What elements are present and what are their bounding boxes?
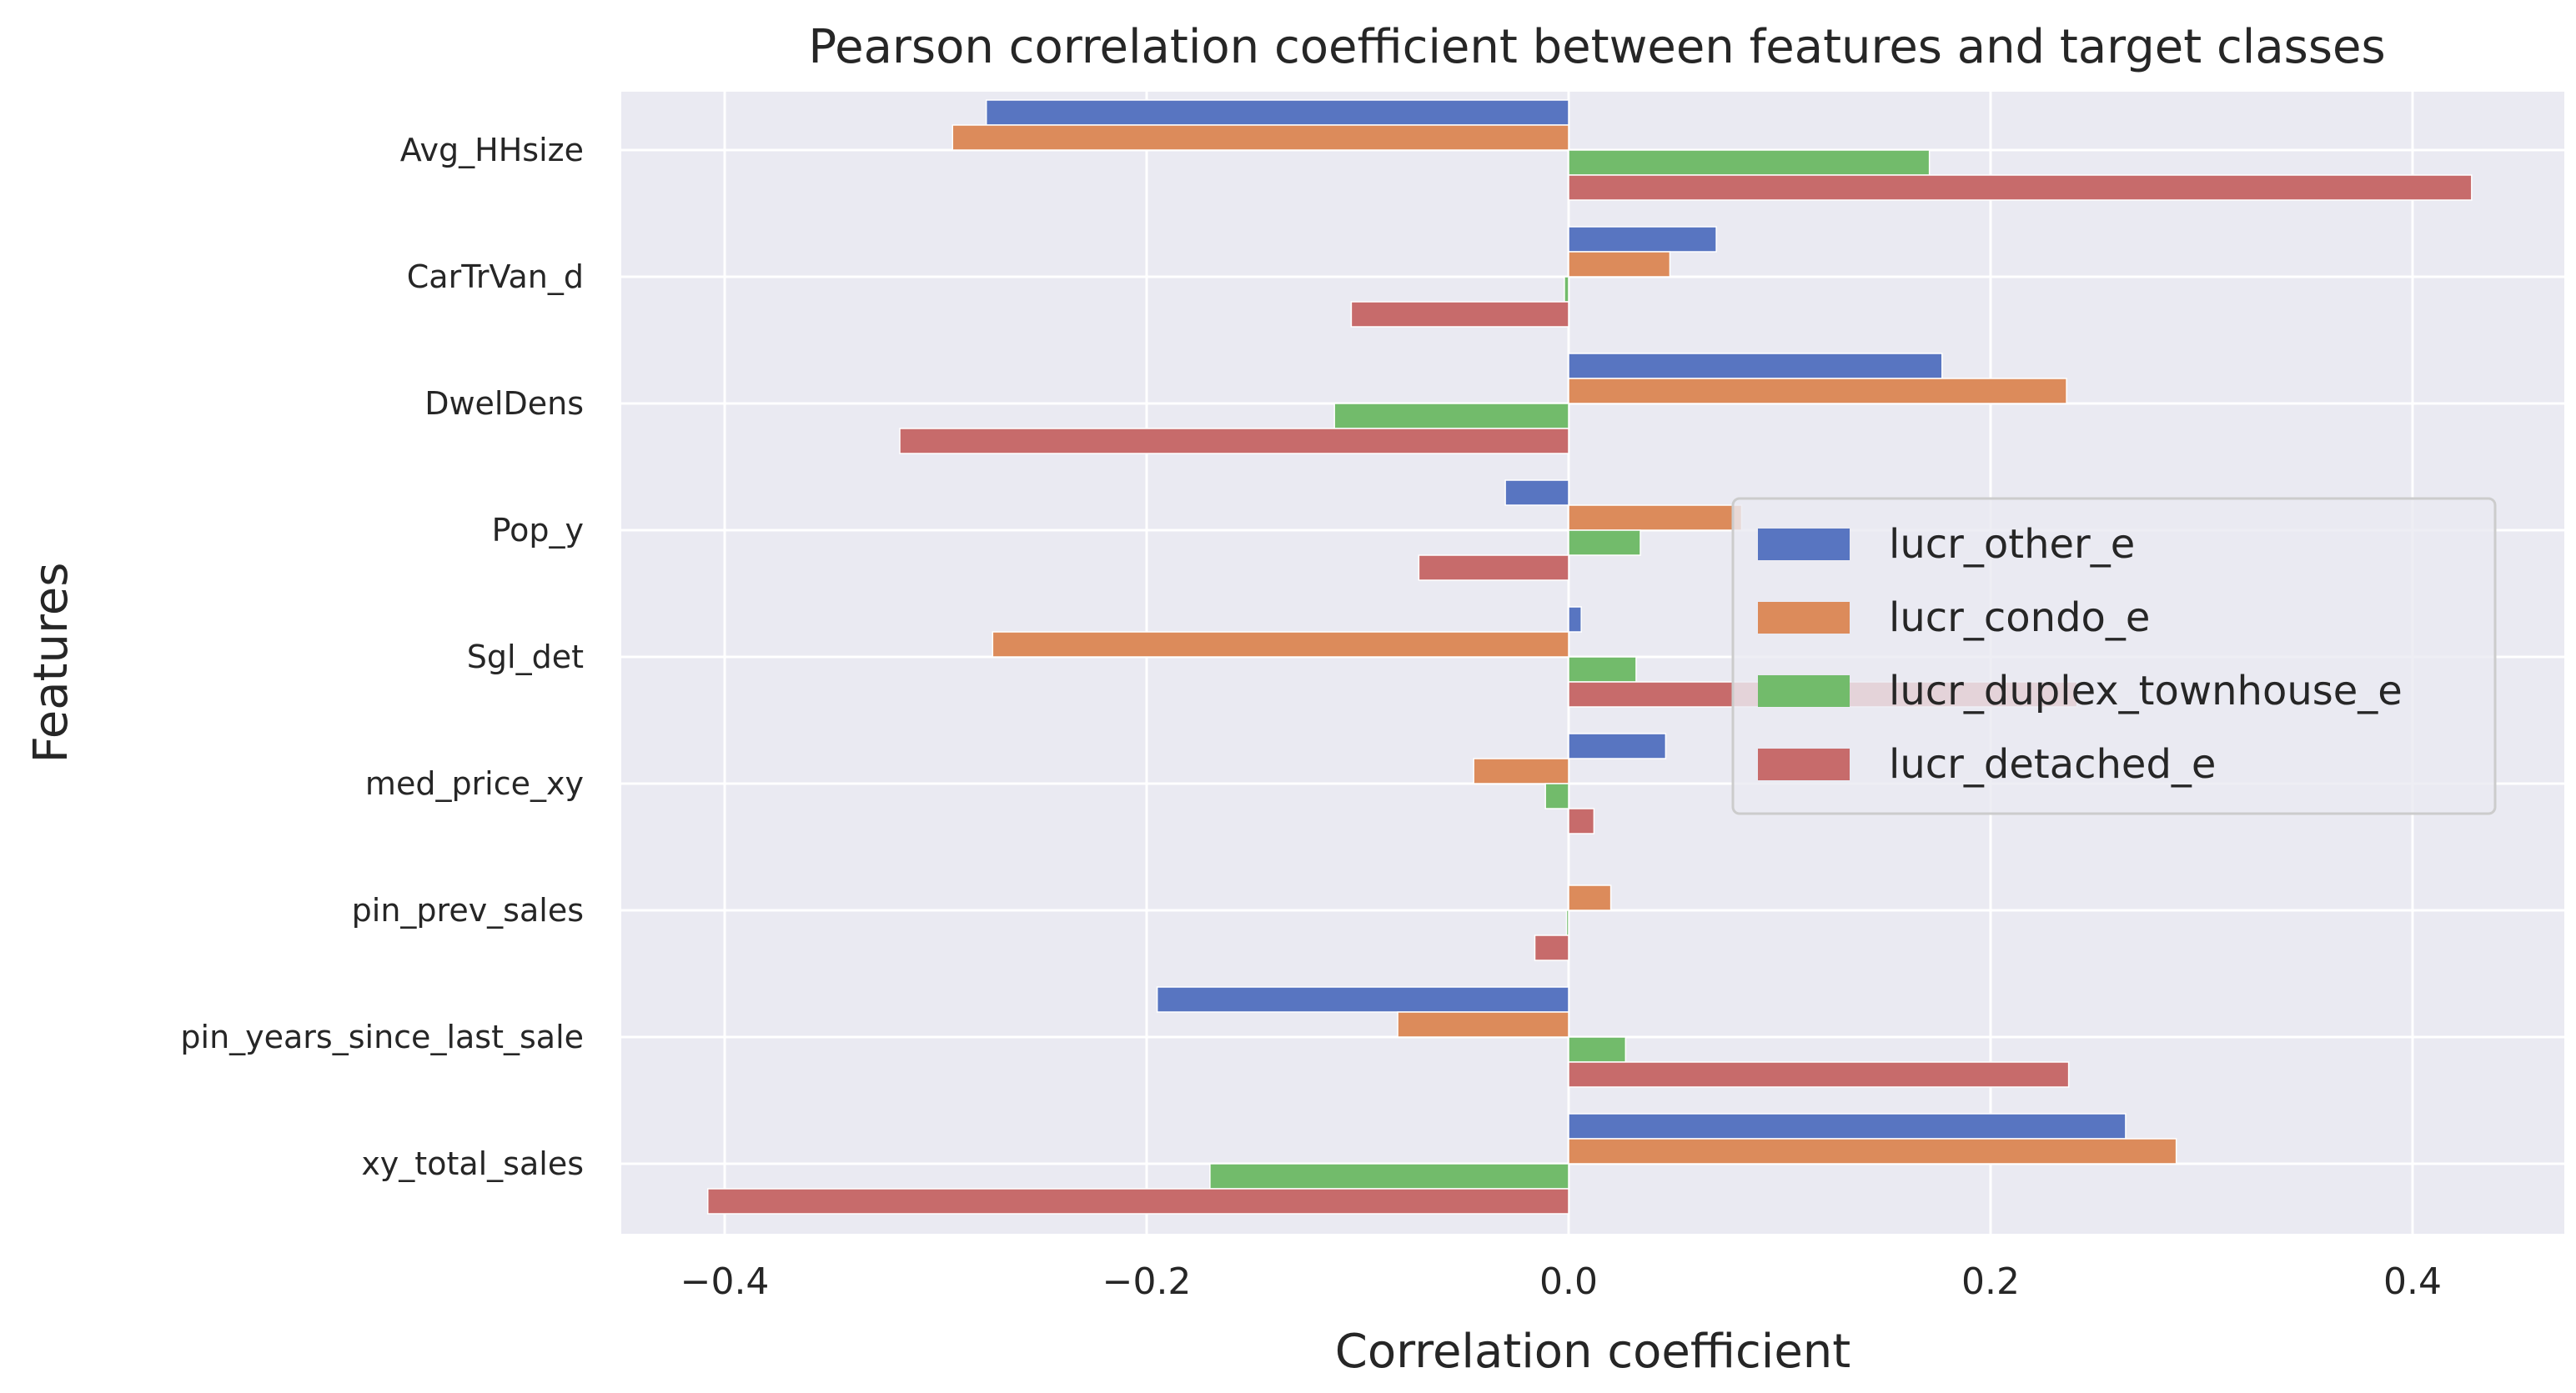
bar-lucr-detached-e-cartrvan-d bbox=[1350, 301, 1569, 328]
bar-lucr-other-e-med-price-xy bbox=[1568, 733, 1667, 759]
legend-swatch-lucr-duplex-townhouse-e bbox=[1758, 675, 1850, 707]
bar-lucr-condo-e-med-price-xy bbox=[1473, 758, 1569, 784]
y-tick-label: med_price_xy bbox=[365, 765, 584, 802]
bar-lucr-other-e-avg-hhsize bbox=[985, 99, 1569, 126]
bar-lucr-detached-e-dweldens bbox=[899, 428, 1569, 454]
bar-lucr-duplex-townhouse-e-med-price-xy bbox=[1544, 783, 1569, 809]
bar-lucr-detached-e-xy-total-sales bbox=[707, 1188, 1569, 1215]
x-tick-label: 0.2 bbox=[1961, 1260, 2020, 1303]
y-tick-label: pin_prev_sales bbox=[352, 892, 584, 929]
y-tick-label: Pop_y bbox=[492, 512, 584, 549]
bar-lucr-condo-e-sgl-det bbox=[992, 631, 1569, 658]
bar-lucr-other-e-cartrvan-d bbox=[1568, 226, 1717, 253]
y-tick-labels: Avg_HHsize CarTrVan_d DwelDens Pop_y Sgl_det… bbox=[180, 132, 584, 1182]
x-tick-label: 0.4 bbox=[2383, 1260, 2442, 1303]
bar-lucr-other-e-dweldens bbox=[1568, 353, 1943, 379]
bar-lucr-other-e-xy-total-sales bbox=[1568, 1113, 2127, 1140]
bar-lucr-duplex-townhouse-e-pin-years-since-last-sale bbox=[1568, 1036, 1627, 1063]
legend-label-lucr-detached-e: lucr_detached_e bbox=[1889, 741, 2216, 788]
y-tick-label: xy_total_sales bbox=[361, 1145, 584, 1182]
bar-lucr-condo-e-pin-prev-sales bbox=[1568, 884, 1612, 911]
y-axis-label: Features bbox=[24, 563, 78, 764]
bar-lucr-duplex-townhouse-e-xy-total-sales bbox=[1209, 1163, 1569, 1190]
bar-lucr-detached-e-med-price-xy bbox=[1568, 808, 1595, 834]
bar-lucr-detached-e-pin-prev-sales bbox=[1534, 935, 1569, 961]
bar-lucr-condo-e-xy-total-sales bbox=[1568, 1138, 2177, 1165]
legend-items: lucr_other_e lucr_condo_e lucr_duplex_town… bbox=[1758, 521, 2403, 788]
legend-label-lucr-duplex-townhouse-e: lucr_duplex_townhouse_e bbox=[1889, 668, 2403, 714]
bar-lucr-duplex-townhouse-e-pop-y bbox=[1568, 529, 1641, 556]
legend: lucr_other_e lucr_condo_e lucr_duplex_town… bbox=[1731, 497, 2497, 815]
legend-swatch-lucr-detached-e bbox=[1758, 749, 1850, 780]
y-tick-label: Sgl_det bbox=[467, 639, 584, 675]
legend-label-lucr-condo-e: lucr_condo_e bbox=[1889, 594, 2150, 641]
y-tick-label: CarTrVan_d bbox=[407, 258, 584, 295]
y-tick-label: DwelDens bbox=[424, 385, 584, 422]
bar-lucr-duplex-townhouse-e-dweldens bbox=[1333, 403, 1569, 429]
x-tick-label: −0.4 bbox=[680, 1260, 770, 1303]
legend-swatch-lucr-condo-e bbox=[1758, 602, 1850, 634]
bar-lucr-duplex-townhouse-e-pin-prev-sales bbox=[1565, 909, 1569, 936]
x-tick-labels: −0.4 −0.2 0.0 0.2 0.4 bbox=[680, 1260, 2442, 1303]
x-axis-label: Correlation coefficient bbox=[1335, 1325, 1851, 1379]
x-tick-label: 0.0 bbox=[1539, 1260, 1598, 1303]
legend-frame bbox=[1731, 497, 2497, 815]
y-tick-label: pin_years_since_last_sale bbox=[180, 1019, 584, 1055]
bar-lucr-detached-e-pin-years-since-last-sale bbox=[1568, 1061, 2070, 1088]
legend-label-lucr-other-e: lucr_other_e bbox=[1889, 521, 2135, 568]
bar-lucr-condo-e-dweldens bbox=[1568, 378, 2067, 404]
bar-lucr-detached-e-avg-hhsize bbox=[1568, 174, 2473, 201]
legend-swatch-lucr-other-e bbox=[1758, 529, 1850, 560]
bar-lucr-duplex-townhouse-e-avg-hhsize bbox=[1568, 149, 1931, 176]
chart-title: Pearson correlation coefficient between … bbox=[808, 20, 2385, 74]
bar-lucr-condo-e-pop-y bbox=[1568, 504, 1743, 531]
bar-lucr-other-e-pop-y bbox=[1504, 479, 1569, 506]
bar-lucr-duplex-townhouse-e-cartrvan-d bbox=[1564, 276, 1569, 303]
bar-lucr-other-e-sgl-det bbox=[1568, 606, 1582, 633]
y-tick-label: Avg_HHsize bbox=[400, 132, 584, 168]
bar-lucr-condo-e-pin-years-since-last-sale bbox=[1397, 1011, 1569, 1038]
bar-lucr-detached-e-pop-y bbox=[1418, 554, 1569, 581]
x-tick-label: −0.2 bbox=[1102, 1260, 1192, 1303]
bars bbox=[707, 99, 2473, 1215]
bar-lucr-duplex-townhouse-e-sgl-det bbox=[1568, 656, 1637, 683]
bar-lucr-condo-e-avg-hhsize bbox=[952, 124, 1569, 151]
bar-lucr-other-e-pin-years-since-last-sale bbox=[1156, 986, 1569, 1013]
bar-lucr-condo-e-cartrvan-d bbox=[1568, 251, 1671, 278]
